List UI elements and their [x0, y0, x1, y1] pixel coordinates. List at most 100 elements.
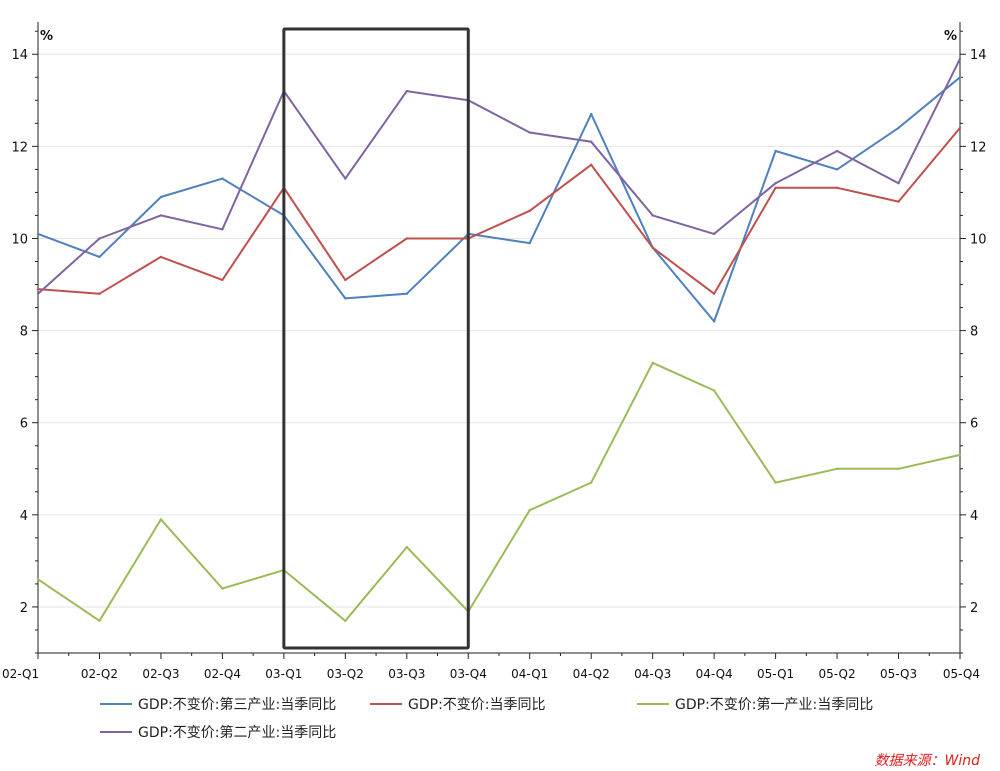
- y-tick-label-right: 10: [970, 232, 987, 247]
- y-tick-label-left: 10: [11, 232, 28, 247]
- grid-lines: [38, 53, 960, 608]
- data-point-s0-13: [835, 168, 839, 171]
- y-tick-label-left: 6: [20, 417, 28, 432]
- data-point-s2-13: [835, 467, 839, 470]
- y-tick-label-left: 4: [20, 509, 28, 524]
- data-point-s3-15: [958, 57, 962, 61]
- x-tick-label: 04-Q3: [634, 667, 671, 681]
- data-point-s0-11: [712, 320, 716, 323]
- data-point-s1-1: [98, 292, 101, 295]
- series-line-1: [37, 127, 961, 295]
- y-tick-label-right: 12: [970, 140, 987, 155]
- data-point-s1-6: [405, 237, 408, 240]
- data-point-s2-9: [590, 481, 593, 484]
- data-point-s1-0: [36, 287, 40, 291]
- series-line-2: [37, 361, 961, 622]
- data-point-s3-0: [36, 292, 40, 295]
- x-tick-label: 02-Q3: [142, 667, 179, 681]
- legend-item-tertiary: GDP:不变价:第三产业:当季同比: [100, 694, 336, 714]
- data-point-s0-14: [897, 126, 900, 130]
- y-tick-label-left: 8: [20, 325, 28, 340]
- data-point-s1-14: [897, 200, 900, 203]
- data-point-s3-10: [651, 214, 654, 217]
- legend-swatch-primary: [637, 703, 669, 705]
- data-point-s0-9: [590, 112, 593, 116]
- data-point-s2-11: [712, 389, 716, 392]
- data-point-s1-5: [344, 278, 347, 282]
- source-note: 数据来源：Wind: [874, 753, 981, 769]
- data-point-s1-15: [958, 126, 962, 130]
- series-lines: [36, 57, 962, 622]
- data-point-s3-1: [98, 237, 101, 240]
- data-point-s2-2: [159, 518, 163, 521]
- data-point-s2-12: [774, 481, 777, 484]
- legend-label-total: GDP:不变价:当季同比: [408, 697, 546, 713]
- data-point-s1-8: [528, 209, 531, 213]
- data-point-s1-2: [159, 255, 163, 259]
- x-tick-label: 02-Q2: [81, 667, 118, 681]
- data-point-s1-13: [835, 186, 839, 190]
- y-tick-label-right: 4: [970, 509, 978, 524]
- x-tick-label: 03-Q2: [327, 667, 364, 681]
- series-line-3: [37, 58, 961, 295]
- data-point-s0-15: [958, 76, 962, 79]
- legend-item-secondary: GDP:不变价:第二产业:当季同比: [100, 722, 336, 742]
- y-tick-label-right: 14: [970, 48, 987, 63]
- x-tick-label: 05-Q4: [943, 667, 980, 681]
- data-point-s3-3: [221, 228, 224, 231]
- data-point-s1-9: [590, 163, 593, 166]
- data-point-s3-8: [528, 131, 531, 134]
- x-tick-label: 04-Q2: [573, 667, 610, 681]
- data-point-s2-5: [344, 619, 347, 622]
- data-point-s2-14: [897, 467, 900, 470]
- highlight-box: [282, 27, 470, 650]
- data-point-s2-3: [221, 587, 224, 590]
- data-point-s2-8: [528, 509, 531, 512]
- data-point-s0-1: [98, 255, 101, 259]
- legend-label-primary: GDP:不变价:第一产业:当季同比: [675, 697, 874, 713]
- data-point-s0-12: [774, 149, 777, 153]
- data-point-s1-12: [774, 186, 777, 190]
- series-line-0: [37, 76, 961, 323]
- data-point-s0-3: [221, 177, 224, 180]
- data-point-s3-11: [712, 232, 716, 236]
- data-point-s2-6: [405, 545, 408, 549]
- data-point-s3-6: [405, 89, 408, 93]
- left-unit-label: %: [40, 29, 53, 44]
- data-point-s3-12: [774, 182, 777, 185]
- data-point-s3-9: [590, 140, 593, 143]
- data-point-s0-2: [159, 195, 163, 199]
- axes: 2 2 4 4 6 6 8 8 10 10 12 12 14 14 02-Q1 02-Q2 02-Q3 02-Q4…: [2, 22, 987, 681]
- x-tick-label: 04-Q4: [696, 667, 733, 681]
- legend-label-tertiary: GDP:不变价:第三产业:当季同比: [138, 697, 337, 713]
- x-tick-label: 05-Q1: [757, 667, 794, 681]
- x-tick-label: 04-Q1: [511, 667, 548, 681]
- y-tick-label-left: 2: [20, 601, 28, 616]
- y-tick-label-right: 6: [970, 417, 978, 432]
- data-point-s0-8: [528, 241, 531, 245]
- data-point-s1-10: [651, 246, 654, 249]
- x-tick-label: 03-Q3: [388, 667, 425, 681]
- data-point-s2-10: [651, 361, 654, 365]
- data-point-s0-6: [405, 292, 408, 295]
- data-point-s1-11: [712, 292, 716, 295]
- data-point-s0-5: [344, 297, 347, 300]
- right-unit-label: %: [944, 29, 957, 44]
- x-tick-label: 03-Q4: [450, 667, 487, 681]
- data-point-s2-1: [98, 619, 101, 622]
- x-tick-label: 02-Q4: [204, 667, 241, 681]
- x-tick-label: 02-Q1: [2, 667, 39, 681]
- legend-item-primary: GDP:不变价:第一产业:当季同比: [637, 694, 873, 714]
- x-tick-label: 03-Q1: [265, 667, 302, 681]
- y-tick-label-right: 8: [970, 325, 978, 340]
- data-point-s2-0: [36, 578, 40, 581]
- data-point-s0-0: [36, 232, 40, 236]
- y-tick-label-left: 12: [11, 140, 28, 155]
- legend-label-secondary: GDP:不变价:第二产业:当季同比: [138, 725, 337, 741]
- data-point-s3-13: [835, 149, 839, 153]
- legend-item-total: GDP:不变价:当季同比: [370, 694, 546, 714]
- data-point-s2-15: [958, 453, 962, 457]
- y-tick-label-right: 2: [970, 601, 978, 616]
- legend-swatch-tertiary: [100, 703, 132, 705]
